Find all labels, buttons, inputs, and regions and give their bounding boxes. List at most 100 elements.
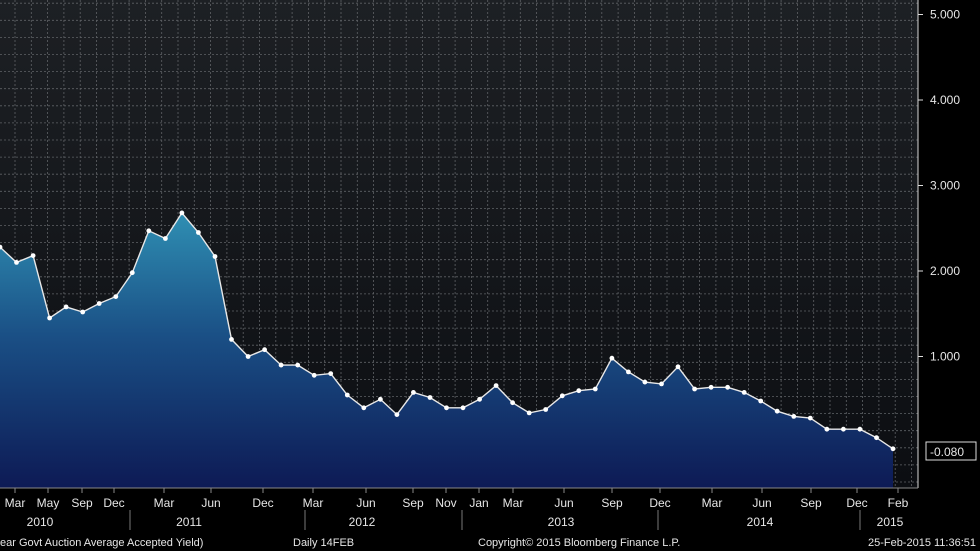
data-point — [526, 410, 532, 416]
data-point — [642, 379, 648, 385]
data-point — [229, 337, 234, 342]
data-point — [378, 396, 383, 402]
x-year-label: 2014 — [747, 515, 774, 529]
data-point — [427, 395, 433, 400]
y-tick-label: 4.000 — [930, 93, 960, 107]
data-point — [543, 407, 549, 412]
data-point — [328, 371, 334, 376]
data-point — [774, 408, 780, 414]
data-point — [460, 405, 466, 411]
data-point — [47, 315, 52, 321]
x-month-label: Dec — [649, 496, 670, 510]
footer-title: ear Govt Auction Average Accepted Yield) — [0, 537, 203, 549]
grid-lines — [0, 0, 918, 488]
last-value-label-group: -0.080 — [925, 441, 977, 461]
x-month-label: Mar — [303, 496, 324, 510]
data-point — [113, 294, 119, 299]
data-point — [824, 426, 830, 432]
area-fill — [0, 212, 893, 488]
x-month-label: Dec — [252, 496, 273, 510]
data-point — [262, 347, 267, 353]
data-point — [30, 253, 36, 258]
data-point — [841, 426, 846, 432]
data-point — [361, 405, 367, 411]
x-month-label: Mar — [702, 496, 723, 510]
data-point — [295, 362, 301, 368]
x-month-label: Jun — [201, 496, 220, 510]
data-point — [0, 244, 3, 250]
footer-frequency: Daily 14FEB — [293, 537, 354, 549]
data-point — [179, 210, 185, 216]
last-value-box — [925, 441, 977, 461]
data-point — [725, 384, 730, 390]
x-year-label: 2013 — [548, 515, 575, 529]
data-point — [708, 384, 714, 390]
x-month-label: Mar — [5, 496, 26, 510]
footer: ear Govt Auction Average Accepted Yield)… — [0, 537, 976, 549]
y-tick-label: 1.000 — [930, 350, 960, 364]
x-month-label: Jun — [554, 496, 573, 510]
data-point — [758, 398, 764, 404]
data-point — [692, 386, 697, 392]
x-month-label: Jun — [356, 496, 375, 510]
data-point — [890, 446, 896, 452]
data-point — [559, 393, 565, 399]
y-axis: 5.000 4.000 3.000 2.000 1.000 — [918, 8, 960, 364]
y-tick-label: 5.000 — [930, 8, 960, 22]
x-month-label: Mar — [154, 496, 175, 510]
data-point — [14, 260, 19, 265]
x-month-label: Sep — [800, 496, 822, 510]
x-month-label: Dec — [103, 496, 124, 510]
data-point — [874, 435, 879, 441]
data-point — [129, 270, 135, 276]
x-year-label: 2011 — [176, 515, 202, 529]
x-month-label: Mar — [503, 496, 524, 510]
x-axis: Mar May Sep Dec Mar Jun Dec Mar Jun Sep Nov Jan Mar J… — [5, 488, 909, 530]
data-point — [80, 309, 86, 315]
footer-timestamp: 25-Feb-2015 11:36:51 — [868, 537, 976, 549]
x-month-label: Jan — [469, 496, 488, 510]
x-month-label: Feb — [888, 496, 909, 510]
x-month-label: Nov — [435, 496, 456, 510]
data-points — [0, 210, 896, 452]
data-point — [609, 355, 615, 361]
data-point — [626, 369, 631, 375]
x-month-label: Sep — [601, 496, 623, 510]
data-point — [510, 400, 515, 406]
data-point — [477, 396, 482, 402]
data-point — [146, 228, 152, 234]
data-point — [444, 405, 449, 411]
data-point — [493, 383, 499, 388]
y-tick-label: 2.000 — [930, 264, 960, 278]
data-point — [63, 304, 69, 310]
data-point — [592, 386, 598, 392]
data-point — [212, 254, 218, 259]
data-point — [857, 426, 863, 432]
last-value-label: -0.080 — [930, 445, 964, 459]
data-point — [245, 354, 251, 359]
footer-copyright: Copyright© 2015 Bloomberg Finance L.P. — [478, 537, 680, 549]
data-point — [659, 381, 664, 387]
x-month-label: Sep — [402, 496, 424, 510]
data-point — [163, 236, 168, 241]
data-point — [807, 415, 813, 421]
data-point — [576, 388, 582, 394]
x-month-label: Jun — [752, 496, 771, 510]
x-year-label: 2010 — [27, 515, 54, 529]
data-point — [675, 364, 681, 370]
x-month-label: Sep — [71, 496, 93, 510]
data-point — [278, 362, 284, 368]
data-point — [344, 392, 350, 398]
x-year-label: 2015 — [877, 515, 904, 529]
data-point — [394, 412, 400, 417]
data-point — [196, 230, 201, 235]
x-year-label: 2012 — [349, 515, 376, 529]
data-point — [741, 390, 747, 395]
data-point — [311, 372, 317, 378]
y-tick-label: 3.000 — [930, 179, 960, 193]
data-point — [96, 301, 102, 306]
data-point — [791, 414, 797, 419]
x-month-label: Dec — [846, 496, 867, 510]
